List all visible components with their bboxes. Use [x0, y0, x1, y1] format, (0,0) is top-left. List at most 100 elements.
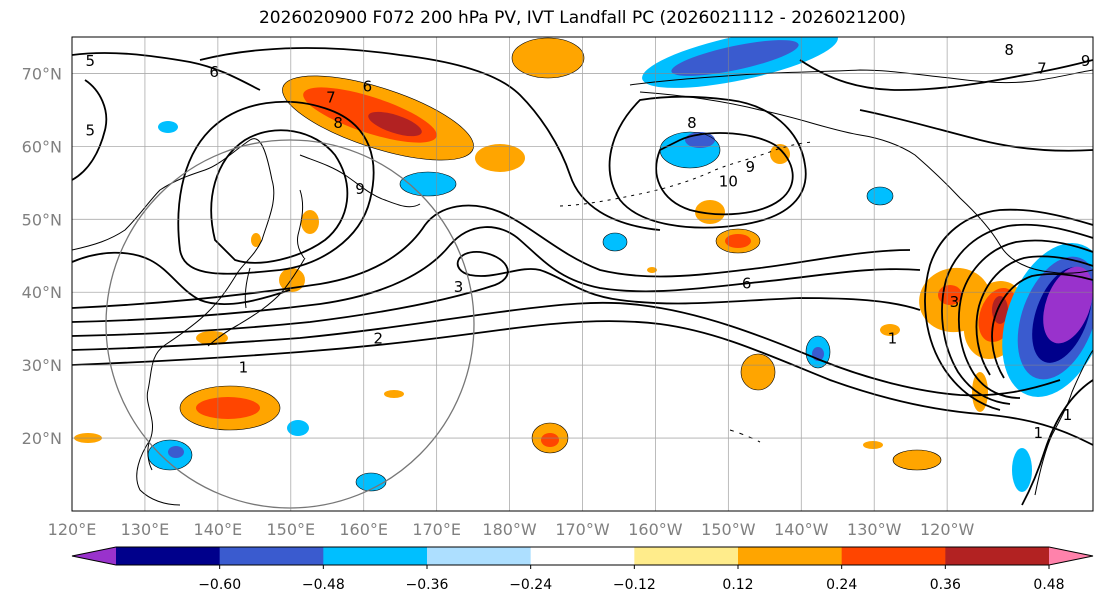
positive-anomaly — [893, 450, 941, 470]
lat-label: 30°N — [22, 356, 62, 375]
lat-label: 50°N — [22, 210, 62, 229]
lon-label: 150°W — [701, 520, 756, 539]
contour-label: 8 — [1004, 41, 1014, 59]
contour-label: 9 — [355, 180, 365, 198]
negative-anomaly — [287, 420, 309, 436]
pv-contour-7 — [210, 129, 349, 264]
kamchatka-coast — [299, 154, 421, 208]
positive-anomaly — [647, 267, 657, 273]
colorbar-tick-label: −0.60 — [198, 577, 241, 593]
contour-label: 3 — [950, 293, 960, 311]
colorbar-segment — [841, 547, 946, 565]
pv-contour-1 — [72, 320, 1093, 446]
positive-anomaly — [475, 144, 525, 172]
pv-contour-14 — [924, 208, 1093, 411]
contour-label: 5 — [85, 121, 95, 139]
negative-anomaly-core — [671, 40, 799, 76]
lon-label: 170°W — [555, 520, 610, 539]
positive-anomaly-core — [541, 433, 559, 447]
contour-label: 8 — [333, 114, 343, 132]
pv-contour-13 — [859, 109, 1093, 152]
contour-label: 7 — [1037, 59, 1047, 77]
contour-label: 6 — [742, 275, 752, 293]
colorbar-segment — [945, 547, 1050, 565]
pv-contour-21 — [72, 52, 261, 91]
pv-contour-8 — [72, 251, 291, 306]
colorbar-segment — [738, 547, 843, 565]
positive-anomaly-core — [725, 234, 751, 248]
pv-contour-15 — [941, 223, 1093, 405]
pv-contour-3 — [72, 251, 921, 337]
lat-label: 40°N — [22, 283, 62, 302]
contour-label: 7 — [326, 89, 336, 107]
negative-anomaly — [603, 233, 627, 251]
colorbar-segment — [323, 547, 428, 565]
asia-coast — [72, 138, 275, 506]
positive-anomaly — [279, 268, 305, 292]
contour-label: 1 — [1063, 406, 1073, 424]
negative-anomaly — [1012, 448, 1032, 492]
contour-label: 2 — [374, 329, 384, 347]
lon-label: 140°E — [194, 520, 243, 539]
contour-label: 5 — [85, 52, 95, 70]
colorbar-extend-max — [1049, 547, 1093, 565]
map-frame — [71, 36, 1094, 512]
contour-label: 9 — [1081, 52, 1091, 70]
graticule — [71, 37, 1093, 511]
contour-label: 1 — [1034, 424, 1044, 442]
longitude-labels: 120°E 130°E 140°E 150°E 160°E 170°E 180°W 170°W… — [48, 520, 975, 539]
positive-anomaly — [972, 372, 988, 412]
colorbar-tick-label: 0.36 — [930, 577, 961, 593]
colorbar — [71, 546, 1094, 566]
map-title: 2026020900 F072 200 hPa PV, IVT Landfall… — [258, 8, 906, 28]
landfall-radius-circle — [105, 139, 475, 509]
negative-anomaly — [867, 187, 893, 205]
pv-contour-6 — [177, 100, 375, 275]
contour-label: 3 — [454, 278, 464, 296]
colorbar-tick-label: −0.24 — [509, 577, 552, 593]
colorbar-ticks: −0.60 −0.48 −0.36 −0.24 −0.12 0.12 0.24 0.36 0.4… — [198, 565, 1065, 593]
colorbar-segment — [427, 547, 532, 565]
korea — [244, 267, 251, 309]
colorbar-segment — [219, 547, 324, 565]
positive-anomaly — [880, 324, 900, 336]
pv-contour-5 — [72, 204, 911, 309]
contour-label: 8 — [687, 114, 697, 132]
colorbar-segment — [634, 547, 739, 565]
pv-contour-16 — [957, 239, 1093, 399]
contour-label: 6 — [363, 78, 373, 96]
lon-label: 180°W — [482, 520, 537, 539]
alaska-coast — [639, 91, 1093, 274]
arctic-coast — [629, 69, 1093, 86]
lon-label: 150°E — [266, 520, 315, 539]
positive-anomaly-peak — [992, 296, 1008, 324]
pv-contour-9 — [199, 47, 661, 231]
contour-label: 1 — [239, 358, 249, 376]
hawaii — [729, 429, 761, 443]
colorbar-tick-label: 0.48 — [1033, 577, 1064, 593]
aleutians — [559, 141, 813, 207]
contour-label: 9 — [745, 158, 755, 176]
contour-labels: 67689553218109897613111 — [85, 41, 1091, 442]
positive-anomaly — [741, 354, 775, 390]
contour-label: 10 — [719, 172, 738, 190]
positive-anomaly-core — [196, 397, 260, 419]
positive-anomaly-peak — [368, 111, 422, 137]
positive-anomaly — [863, 441, 883, 449]
colorbar-segment — [530, 547, 635, 565]
positive-anomaly — [301, 210, 319, 234]
lat-label: 60°N — [22, 137, 62, 156]
positive-anomaly — [196, 331, 228, 345]
pv-contour-20 — [72, 79, 108, 181]
lon-label: 160°E — [339, 520, 388, 539]
positive-anomaly — [251, 233, 261, 247]
pv-contour-17 — [975, 255, 1093, 376]
shading-outlines — [147, 37, 942, 492]
lat-label: 70°N — [22, 64, 62, 83]
lon-label: 120°W — [920, 520, 975, 539]
colorbar-tick-label: 0.24 — [826, 577, 857, 593]
colorbar-tick-label: −0.48 — [302, 577, 345, 593]
colorbar-tick-label: 0.12 — [722, 577, 753, 593]
positive-anomaly — [695, 200, 725, 224]
pv-contour-4 — [72, 226, 921, 323]
